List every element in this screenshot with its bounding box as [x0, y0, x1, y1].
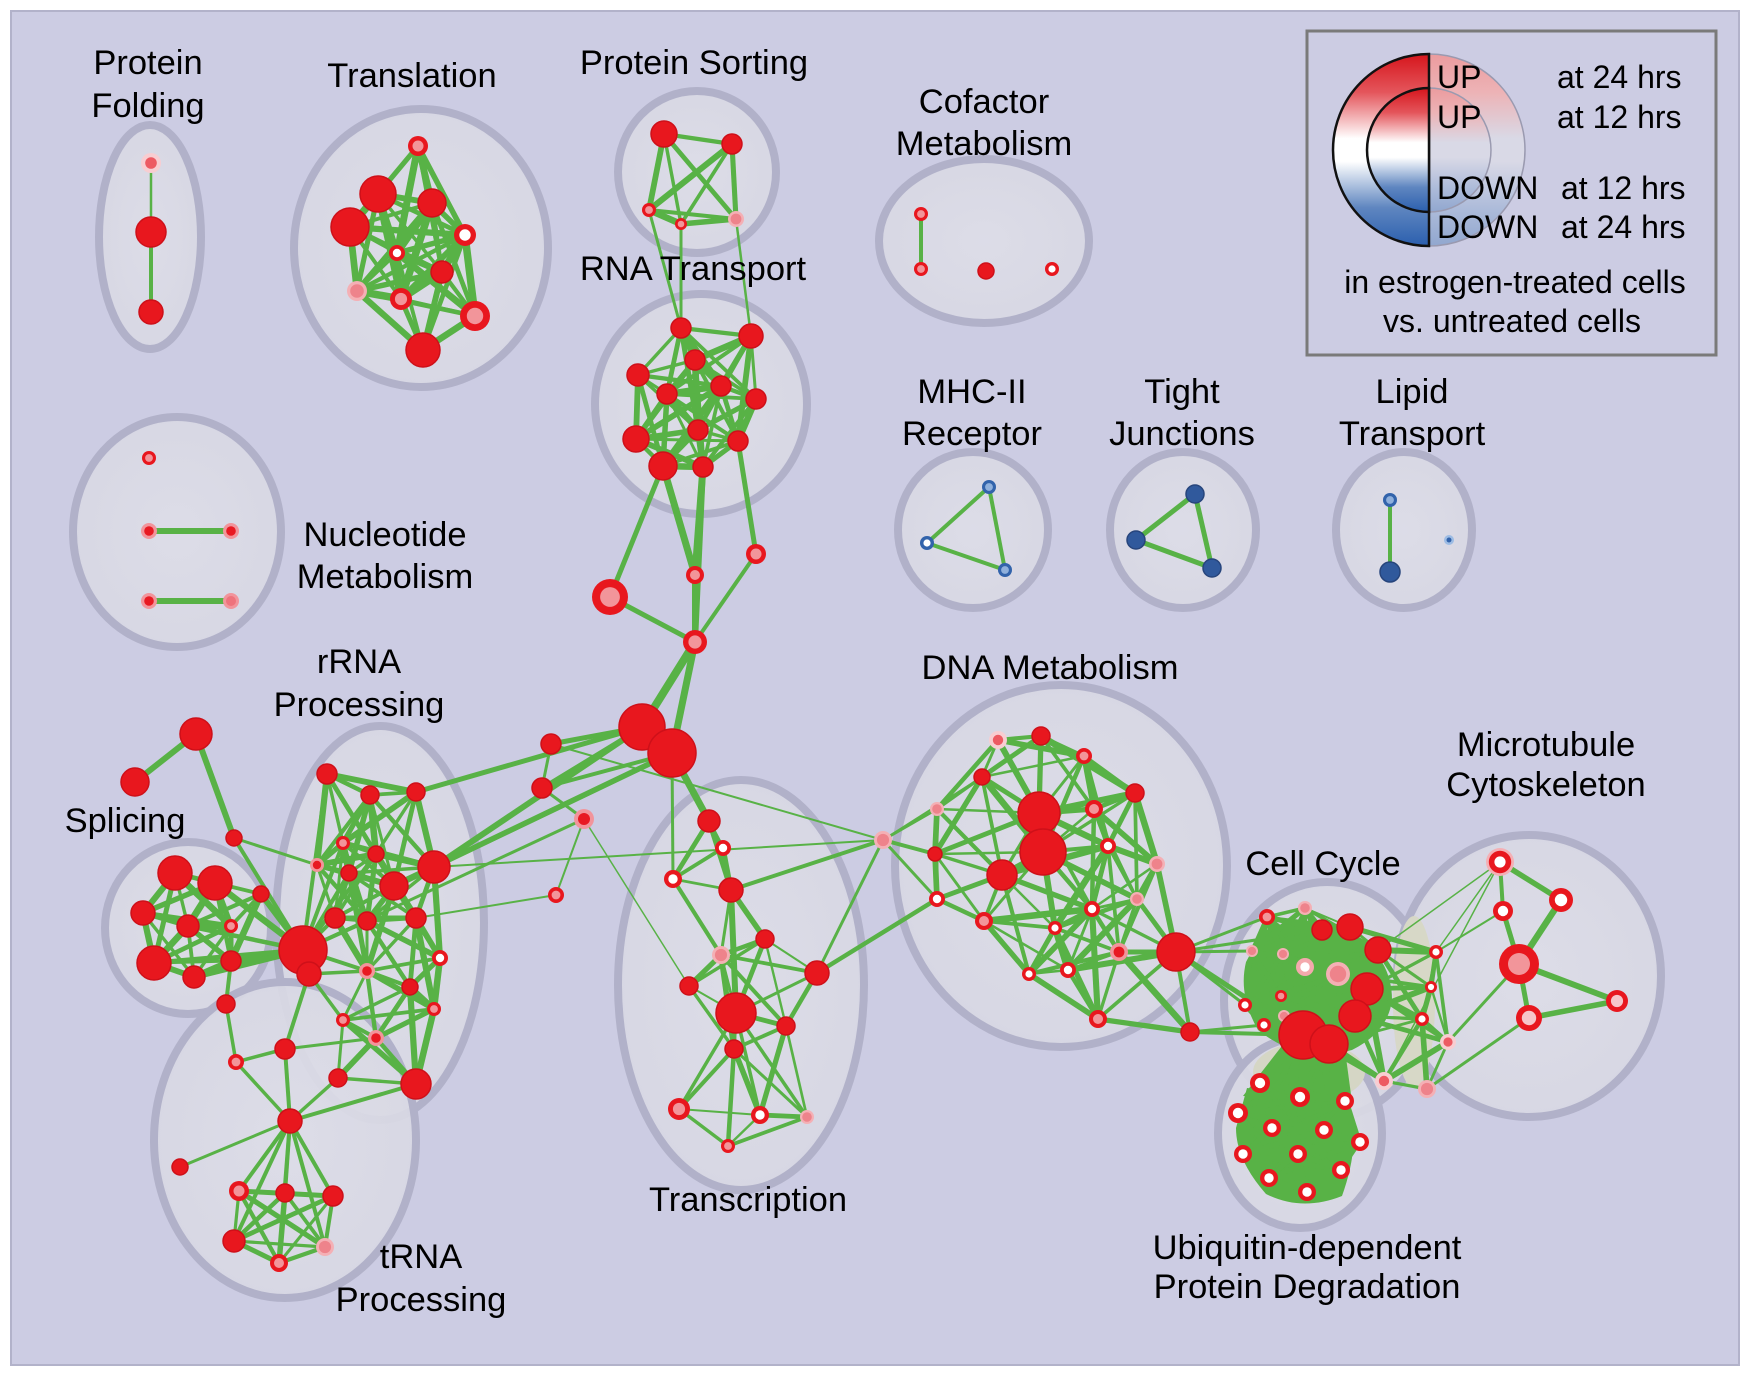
- svg-text:DOWN: DOWN: [1437, 170, 1538, 206]
- svg-text:Tight: Tight: [1144, 373, 1220, 411]
- svg-text:Cytoskeleton: Cytoskeleton: [1446, 766, 1645, 804]
- svg-text:DOWN: DOWN: [1437, 209, 1538, 245]
- svg-text:Processing: Processing: [336, 1281, 507, 1319]
- svg-text:rRNA: rRNA: [317, 643, 401, 681]
- svg-text:MHC-II: MHC-II: [917, 373, 1026, 411]
- svg-text:Junctions: Junctions: [1109, 415, 1255, 453]
- svg-text:Protein: Protein: [93, 44, 202, 82]
- svg-text:Nucleotide: Nucleotide: [303, 516, 466, 554]
- svg-text:Ubiquitin-dependent: Ubiquitin-dependent: [1153, 1229, 1462, 1267]
- svg-text:Transcription: Transcription: [649, 1181, 847, 1219]
- svg-text:in estrogen-treated cells: in estrogen-treated cells: [1344, 264, 1686, 300]
- svg-text:tRNA: tRNA: [380, 1238, 462, 1276]
- svg-text:Protein Degradation: Protein Degradation: [1154, 1268, 1461, 1306]
- svg-text:Transport: Transport: [1339, 415, 1486, 453]
- svg-text:at 12 hrs: at 12 hrs: [1557, 99, 1682, 135]
- svg-text:DNA Metabolism: DNA Metabolism: [922, 649, 1179, 687]
- svg-text:UP: UP: [1437, 59, 1481, 95]
- svg-text:at 24 hrs: at 24 hrs: [1557, 59, 1682, 95]
- svg-text:at 24 hrs: at 24 hrs: [1561, 209, 1686, 245]
- svg-text:vs. untreated cells: vs. untreated cells: [1383, 303, 1641, 339]
- svg-text:RNA Transport: RNA Transport: [580, 250, 807, 288]
- svg-text:Microtubule: Microtubule: [1457, 726, 1635, 764]
- svg-text:Cofactor: Cofactor: [919, 83, 1049, 121]
- svg-text:Metabolism: Metabolism: [896, 125, 1072, 163]
- svg-text:Metabolism: Metabolism: [297, 558, 473, 596]
- svg-text:Folding: Folding: [91, 87, 204, 125]
- svg-text:Protein Sorting: Protein Sorting: [580, 44, 808, 82]
- svg-text:Translation: Translation: [327, 57, 496, 95]
- svg-text:Processing: Processing: [274, 686, 445, 724]
- svg-text:Cell Cycle: Cell Cycle: [1245, 845, 1400, 883]
- svg-text:Receptor: Receptor: [902, 415, 1042, 453]
- svg-text:UP: UP: [1437, 99, 1481, 135]
- svg-text:Splicing: Splicing: [65, 802, 186, 840]
- svg-text:at 12 hrs: at 12 hrs: [1561, 170, 1686, 206]
- svg-text:Lipid: Lipid: [1376, 373, 1449, 411]
